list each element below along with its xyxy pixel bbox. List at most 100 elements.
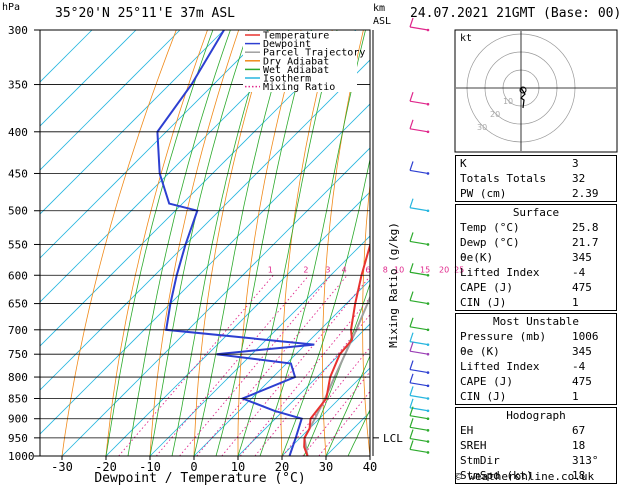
pressure-tick-label: 700 — [8, 324, 28, 337]
mixing-ratio-label: 6 — [365, 265, 370, 274]
mixing-ratio-label: 4 — [342, 265, 347, 274]
hodograph-value: 18 — [572, 439, 586, 452]
x-tick-label: 10 — [231, 460, 245, 474]
surface-label: CAPE (J) — [460, 281, 513, 294]
pressure-tick-label: 1000 — [8, 450, 35, 463]
surface-label: θe(K) — [460, 251, 494, 264]
most-unstable-value: 1006 — [572, 330, 599, 343]
wind-barb-dot — [426, 328, 430, 332]
asl-label: ASL — [373, 16, 392, 27]
x-tick-label: 20 — [275, 460, 289, 474]
wind-barb — [409, 341, 429, 346]
wind-barb-dot — [426, 451, 430, 454]
legend-entry: Mixing Ratio — [263, 82, 335, 93]
isotherm-line — [40, 30, 225, 215]
wind-barb-dot — [426, 429, 430, 432]
hodograph-stats-box: Hodograph EH 67 SREH 18 StmDir 313° StmSpd (kt… — [455, 407, 617, 484]
hodograph-row: EH 67 — [456, 423, 618, 438]
isotherm-line — [237, 323, 370, 456]
pressure-tick-label: 300 — [8, 24, 28, 37]
surface-label: Lifted Index — [460, 266, 540, 279]
wind-barb — [409, 369, 429, 374]
mixing-ratio-line — [239, 296, 370, 456]
wind-barb-dot — [426, 352, 430, 356]
wind-barb — [409, 169, 429, 175]
mixing-ratio-line — [155, 274, 310, 456]
most-unstable-row: θe (K) 345 — [456, 344, 618, 359]
axes: 3003504004505005506006507007508008509009… — [8, 24, 403, 474]
wind-barb-dot — [426, 273, 430, 277]
wind-barb — [409, 207, 429, 212]
mixing-ratio-line — [118, 274, 274, 456]
wind-barb — [409, 382, 429, 387]
wind-barb — [409, 394, 429, 400]
pressure-tick-label: 900 — [8, 413, 28, 426]
footer-credit[interactable]: © weatheronline.co.uk — [455, 470, 595, 483]
wind-barb-dot — [426, 384, 430, 388]
wind-barb-flag — [409, 92, 414, 102]
isotherm-line — [40, 30, 313, 303]
legend-entry: Dry Adiabat — [263, 56, 329, 67]
index-row: Totals Totals 32 — [456, 171, 618, 186]
most-unstable-row: Lifted Index -4 — [456, 359, 618, 374]
wind-barb — [409, 437, 429, 443]
surface-label: Temp (°C) — [460, 221, 520, 234]
mixing-ratio-label: 1 — [268, 265, 273, 274]
isotherm-line — [40, 30, 269, 259]
mixing-ratio-label: 25 — [454, 265, 464, 274]
wind-barb-dot — [426, 371, 430, 374]
wind-barb-flag — [409, 317, 414, 327]
wet-adiabat-line — [149, 30, 250, 456]
pressure-tick-label: 550 — [8, 238, 28, 251]
wind-barb-flag — [409, 232, 414, 242]
isotherm-line — [281, 367, 370, 456]
surface-label: CIN (J) — [460, 296, 507, 309]
wind-barb-flag — [409, 429, 414, 439]
datetime-title: 24.07.2021 21GMT (Base: 00) — [410, 6, 622, 21]
wind-barb — [409, 128, 429, 133]
dry-adiabat-line — [149, 30, 240, 456]
mixing-ratio-label: 10 — [394, 265, 404, 274]
isotherm-line — [105, 191, 370, 456]
pressure-tick-label: 600 — [8, 269, 28, 282]
index-row: PW (cm) 2.39 — [456, 186, 618, 201]
wind-barb-flag — [409, 360, 414, 370]
dry-adiabat-line — [280, 30, 333, 456]
dry-adiabat-line — [105, 30, 208, 456]
mixing-ratio-label: 15 — [420, 265, 430, 274]
wind-barb-flag — [409, 373, 414, 383]
wind-barb-dot — [426, 417, 430, 421]
most-unstable-row: CIN (J) 1 — [456, 389, 618, 404]
wind-barb — [409, 271, 429, 276]
wet-adiabat-line — [347, 408, 370, 456]
most-unstable-value: 1 — [572, 390, 579, 403]
wind-barb-dot — [426, 209, 430, 213]
wind-barb — [409, 299, 429, 305]
legend-entry: Wet Adiabat — [263, 65, 329, 76]
most-unstable-box: Most Unstable Pressure (mb) 1006 θe (K) 345… — [455, 313, 617, 405]
surface-value: 475 — [572, 281, 592, 294]
isotherm-line — [40, 30, 137, 127]
x-tick-label: 30 — [319, 460, 333, 474]
hodograph-row: StmSpd (kt) 18 — [456, 468, 618, 483]
most-unstable-value: -4 — [572, 360, 586, 373]
hodograph-value: 18 — [572, 469, 586, 482]
pressure-tick-label: 850 — [8, 392, 28, 405]
most-unstable-label: Pressure (mb) — [460, 330, 547, 343]
wind-barb — [409, 415, 429, 420]
mixing-ratio-line — [282, 346, 370, 456]
hodograph-label: EH — [460, 424, 474, 437]
most-unstable-row: Pressure (mb) 1006 — [456, 329, 618, 344]
x-tick-label: 40 — [363, 460, 377, 474]
wind-barb — [409, 448, 429, 454]
wet-adiabat-line — [237, 30, 338, 456]
pressure-tick-label: 750 — [8, 348, 28, 361]
wind-barb-flag — [409, 17, 414, 28]
hodograph-row: StmDir 313° — [456, 453, 618, 468]
mixing-ratio-axis-label: Mixing Ratio (g/kg) — [387, 222, 400, 348]
wet-adiabat-line — [281, 157, 370, 456]
surface-row: θe(K) 345 — [456, 250, 618, 265]
most-unstable-title: Most Unstable — [492, 315, 580, 328]
